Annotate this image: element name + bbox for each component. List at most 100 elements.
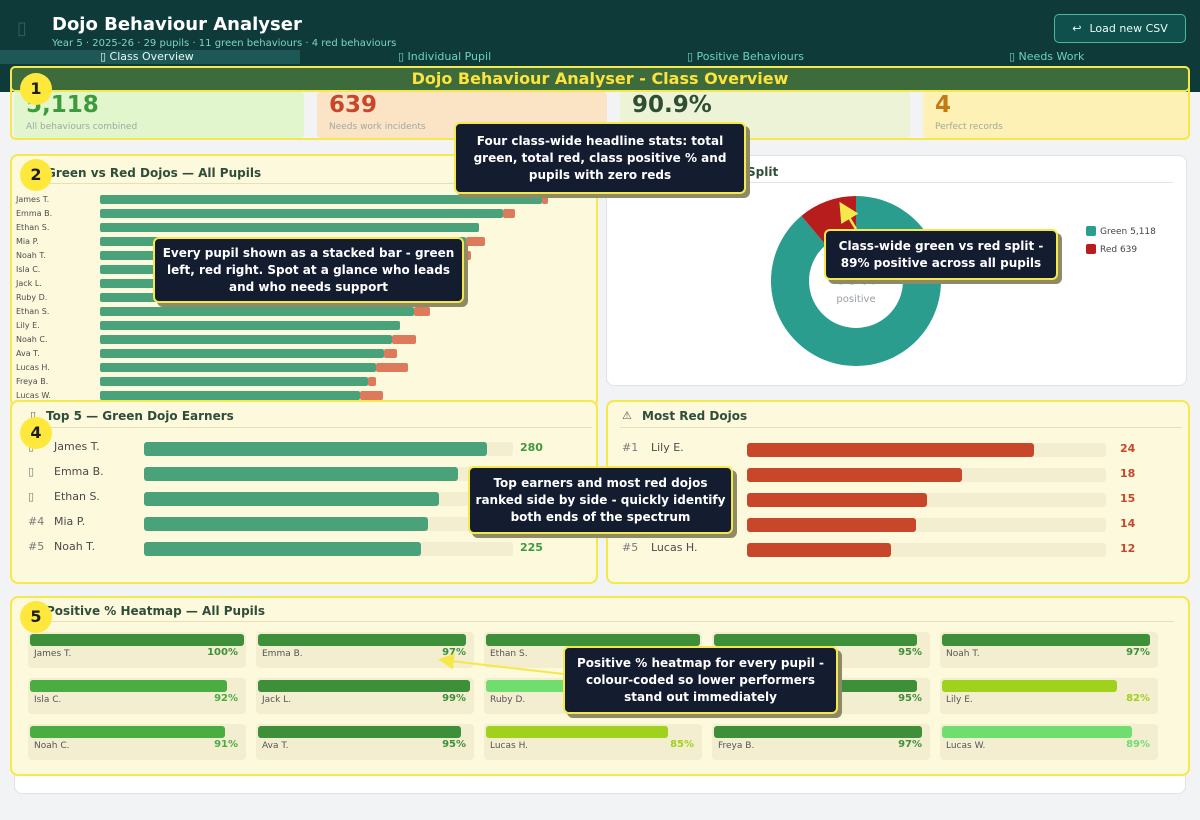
heatmap-percent: 82% [1126, 693, 1150, 704]
arrow-heatmap [438, 653, 565, 675]
green-bar [100, 377, 369, 386]
load-csv-button[interactable]: ↩ Load new CSV [1054, 14, 1186, 43]
heatmap-percent: 95% [442, 739, 466, 750]
tab-individual-pupil[interactable]: ▯ Individual Pupil [398, 50, 492, 63]
pupil-label: Ava T. [16, 349, 40, 358]
heatmap-cell: Lucas H. 85% [484, 724, 702, 760]
panel-title: Positive % Heatmap — All Pupils [46, 604, 266, 618]
load-csv-label: Load new CSV [1089, 22, 1168, 35]
stat-label: Perfect records [935, 122, 1003, 132]
rank-name: Noah T. [54, 540, 96, 553]
heatmap-pupil-name: Noah C. [34, 741, 70, 751]
green-bar [100, 223, 479, 232]
red-bar [414, 307, 431, 316]
rank-value: 14 [1120, 517, 1136, 530]
pupil-label: Lucas H. [16, 363, 50, 372]
heatmap-percent: 89% [1126, 739, 1150, 750]
rank-track [747, 468, 1106, 482]
warning-icon: ⚠ [622, 409, 632, 422]
heatmap-pupil-name: Isla C. [34, 695, 62, 705]
heatmap-cell: Freya B. 97% [712, 724, 930, 760]
rank-fill [144, 467, 458, 481]
rank-label: #4 [28, 515, 45, 528]
heatmap-bar [486, 726, 668, 738]
green-bar [100, 363, 377, 372]
rank-fill [747, 543, 891, 557]
heatmap-cell: Emma B. 97% [256, 632, 474, 668]
pupil-label: James T. [16, 195, 50, 204]
green-bar [100, 391, 361, 400]
red-bar [360, 391, 383, 400]
divider [620, 427, 1182, 428]
rank-value: 15 [1120, 492, 1136, 505]
rank-label: #5 [28, 540, 45, 553]
pupil-label: Ruby D. [16, 293, 48, 302]
section-badge: 4 [20, 417, 52, 449]
callout-stacked-bars: Every pupil shown as a stacked bar - gre… [153, 237, 464, 303]
heatmap-bar [942, 680, 1118, 692]
pupil-label: Ethan S. [16, 223, 50, 232]
app-title: Dojo Behaviour Analyser [52, 14, 302, 35]
heatmap-bar [30, 680, 227, 692]
legend-swatch-green [1086, 226, 1096, 236]
section-badge: 2 [20, 159, 52, 191]
heatmap-pupil-name: Emma B. [262, 649, 303, 659]
heatmap-bar [258, 726, 462, 738]
green-bar [100, 195, 542, 204]
return-arrow-icon: ↩ [1072, 22, 1082, 35]
heatmap-cell: Noah T. 97% [940, 632, 1158, 668]
heatmap-pupil-name: Lucas W. [946, 741, 986, 751]
stat-value: 90.9% [632, 92, 712, 118]
rank-label: #1 [622, 441, 639, 454]
rank-fill [144, 492, 440, 506]
heatmap-pupil-name: Ruby D. [490, 695, 526, 705]
tab-needs-work[interactable]: ▯ Needs Work [1009, 50, 1085, 63]
panel-title: Green vs Red Dojos — All Pupils [46, 166, 262, 180]
app-logo-icon: ▯ [17, 18, 27, 39]
green-bar [100, 349, 385, 358]
legend-label-red: Red 639 [1100, 245, 1138, 255]
panel-title: Most Red Dojos [642, 409, 748, 423]
heatmap-bar [942, 726, 1133, 738]
pupil-label: Mia P. [16, 237, 39, 246]
heatmap-pupil-name: Jack L. [262, 695, 292, 705]
stat-value: 4 [935, 92, 952, 118]
callout-heatmap: Positive % heatmap for every pupil - col… [563, 646, 838, 714]
pupil-label: Lucas W. [16, 391, 51, 400]
red-bar [392, 335, 417, 344]
arrow-split [839, 201, 859, 230]
heatmap-pupil-name: Ava T. [262, 741, 289, 751]
heatmap-percent: 91% [214, 739, 238, 750]
rank-track [144, 542, 513, 556]
pupil-label: Noah T. [16, 251, 46, 260]
stat-card-perfect: 4 Perfect records [923, 92, 1189, 138]
rank-fill [144, 442, 488, 456]
heatmap-percent: 99% [442, 693, 466, 704]
rank-fill [144, 542, 421, 556]
section-badge: 5 [20, 601, 52, 633]
heatmap-cell: Lily E. 82% [940, 678, 1158, 714]
heatmap-bar [30, 634, 244, 646]
rank-fill [747, 493, 927, 507]
pupil-label: Lily E. [16, 321, 40, 330]
rank-label: #5 [622, 541, 639, 554]
tab-class-overview[interactable]: ▯ Class Overview [0, 50, 300, 64]
rank-track [747, 493, 1106, 507]
red-bar [384, 349, 397, 358]
panel-title: Top 5 — Green Dojo Earners [46, 409, 234, 423]
heatmap-bar [258, 634, 466, 646]
heatmap-percent: 100% [207, 647, 238, 658]
legend-swatch-red [1086, 244, 1096, 254]
rank-value: 24 [1120, 442, 1136, 455]
heatmap-bar [258, 680, 470, 692]
heatmap-cell: Noah C. 91% [28, 724, 246, 760]
green-bar [100, 209, 503, 218]
green-bar [100, 335, 393, 344]
green-bar [100, 321, 400, 330]
tab-positive-behaviours[interactable]: ▯ Positive Behaviours [687, 50, 804, 63]
divider [46, 183, 596, 184]
rank-value: 12 [1120, 542, 1136, 555]
red-bar [466, 237, 486, 246]
heatmap-cell: Isla C. 92% [28, 678, 246, 714]
